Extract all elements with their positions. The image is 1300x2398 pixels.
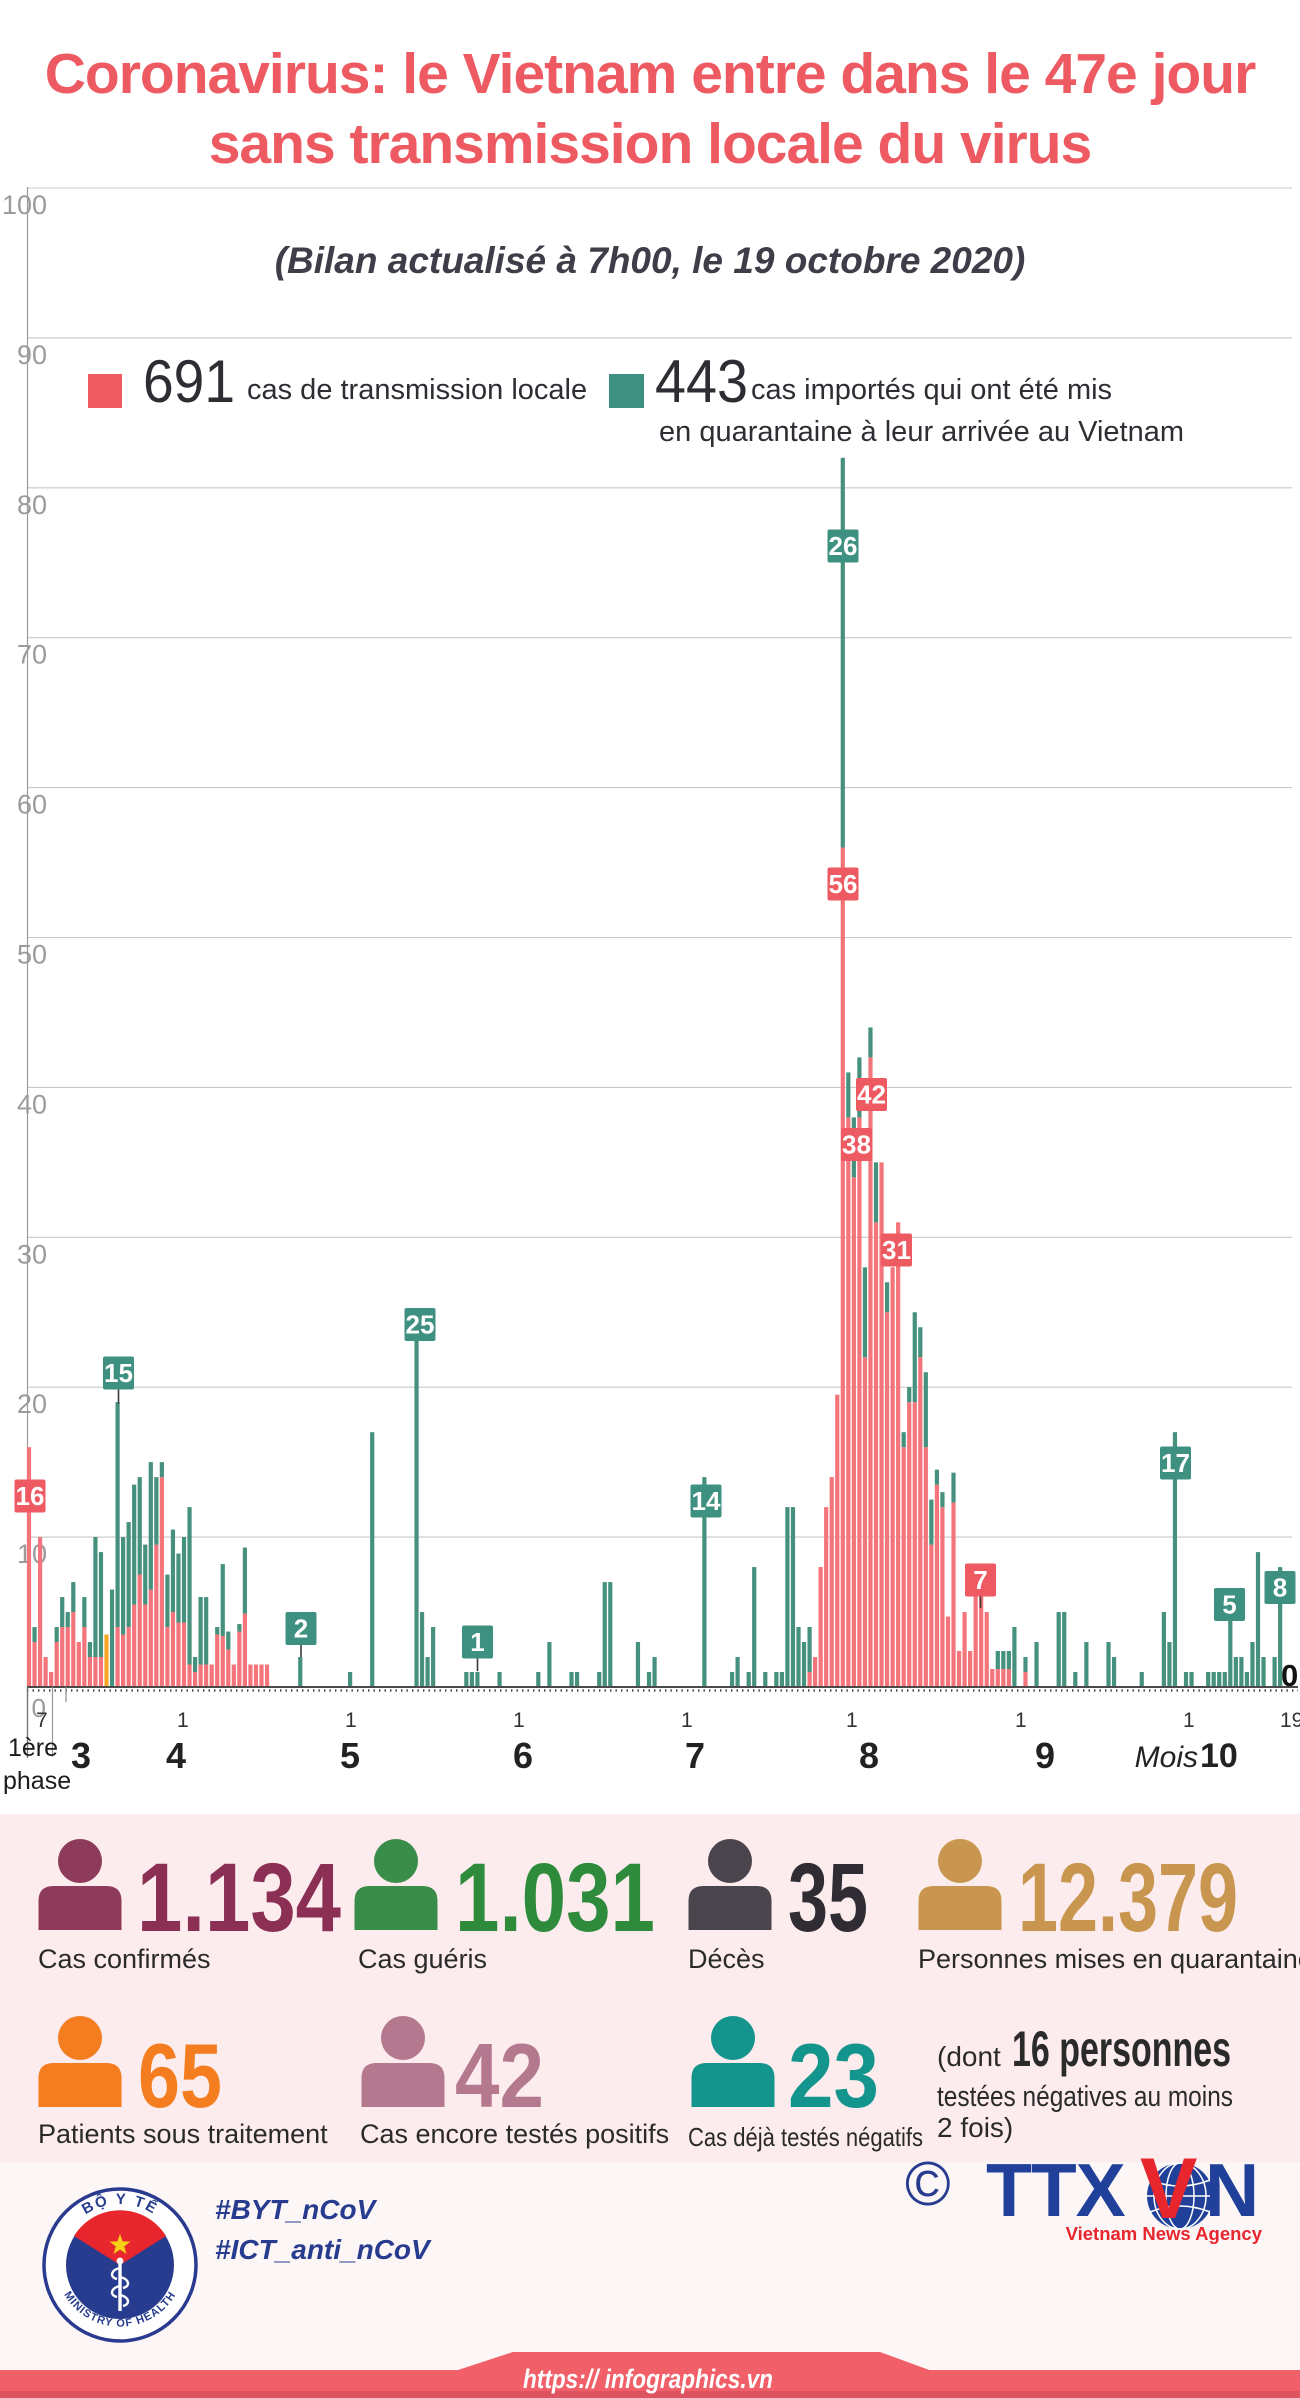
svg-text:cas importés qui ont été mis: cas importés qui ont été mis bbox=[751, 374, 1112, 406]
svg-text:35: 35 bbox=[788, 1843, 868, 1952]
svg-text:50: 50 bbox=[17, 940, 47, 970]
svg-text:7: 7 bbox=[36, 1709, 48, 1732]
svg-text:10: 10 bbox=[17, 1539, 47, 1569]
svg-text:80: 80 bbox=[17, 490, 47, 520]
svg-text:16 personnes: 16 personnes bbox=[1012, 2021, 1231, 2077]
svg-text:8: 8 bbox=[1273, 1573, 1287, 1603]
svg-text:31: 31 bbox=[882, 1235, 911, 1265]
svg-text:1ère: 1ère bbox=[8, 1734, 58, 1762]
svg-text:7: 7 bbox=[973, 1565, 987, 1595]
svg-text:(dont: (dont bbox=[937, 2041, 1001, 2072]
svg-text:(Bilan actualisé à 7h00, le 19: (Bilan actualisé à 7h00, le 19 octobre 2… bbox=[275, 240, 1026, 281]
svg-text:443: 443 bbox=[655, 348, 748, 415]
svg-text:1: 1 bbox=[513, 1709, 525, 1732]
svg-text:56: 56 bbox=[829, 869, 858, 899]
svg-text:TTX: TTX bbox=[986, 2148, 1126, 2232]
svg-text:17: 17 bbox=[1161, 1448, 1190, 1478]
svg-text:Cas déjà testés négatifs: Cas déjà testés négatifs bbox=[688, 2122, 923, 2152]
svg-text:6: 6 bbox=[513, 1735, 533, 1776]
svg-text:©: © bbox=[905, 2150, 951, 2219]
svg-text:en quarantaine à leur arrivée: en quarantaine à leur arrivée au Vietnam bbox=[659, 416, 1184, 448]
svg-text:1: 1 bbox=[681, 1709, 693, 1732]
svg-text:65: 65 bbox=[138, 2026, 222, 2127]
svg-text:42: 42 bbox=[857, 1080, 886, 1110]
svg-text:Cas guéris: Cas guéris bbox=[358, 1944, 487, 1974]
svg-text:Patients sous traitement: Patients sous traitement bbox=[38, 2119, 328, 2149]
svg-text:1: 1 bbox=[345, 1709, 357, 1732]
svg-text:Cas encore testés positifs: Cas encore testés positifs bbox=[360, 2119, 669, 2149]
svg-text:1: 1 bbox=[177, 1709, 189, 1732]
svg-text:691: 691 bbox=[143, 348, 235, 415]
svg-text:1: 1 bbox=[470, 1627, 484, 1657]
svg-text:14: 14 bbox=[692, 1486, 721, 1516]
svg-text:26: 26 bbox=[829, 531, 858, 561]
svg-text:5: 5 bbox=[340, 1735, 360, 1776]
svg-text:phase: phase bbox=[3, 1767, 71, 1795]
svg-text:1: 1 bbox=[1015, 1709, 1027, 1732]
svg-text:#ICT_anti_nCoV: #ICT_anti_nCoV bbox=[215, 2234, 432, 2265]
svg-text:9: 9 bbox=[1035, 1735, 1055, 1776]
svg-text:8: 8 bbox=[859, 1735, 879, 1776]
svg-text:0: 0 bbox=[32, 1693, 46, 1723]
svg-text:Décès: Décès bbox=[688, 1944, 765, 1974]
svg-text:sans transmission locale du vi: sans transmission locale du virus bbox=[209, 112, 1092, 176]
svg-text:30: 30 bbox=[17, 1239, 47, 1269]
svg-text:42: 42 bbox=[455, 2026, 544, 2127]
svg-text:100: 100 bbox=[2, 190, 47, 220]
svg-text:1.031: 1.031 bbox=[455, 1843, 655, 1952]
svg-text:https:// infographics.vn: https:// infographics.vn bbox=[523, 2364, 773, 2394]
svg-text:70: 70 bbox=[17, 640, 47, 670]
svg-text:25: 25 bbox=[406, 1310, 435, 1340]
svg-text:3: 3 bbox=[71, 1735, 91, 1776]
svg-text:1: 1 bbox=[846, 1709, 858, 1732]
svg-text:16: 16 bbox=[16, 1481, 45, 1511]
svg-text:38: 38 bbox=[842, 1130, 871, 1160]
svg-text:cas de transmission locale: cas de transmission locale bbox=[247, 374, 587, 406]
svg-text:0: 0 bbox=[1281, 1658, 1298, 1693]
svg-text:V: V bbox=[1140, 2141, 1197, 2237]
svg-text:90: 90 bbox=[17, 340, 47, 370]
svg-text:Vietnam News Agency: Vietnam News Agency bbox=[1066, 2223, 1263, 2244]
svg-text:testées négatives au moins: testées négatives au moins bbox=[937, 2081, 1233, 2113]
svg-text:7: 7 bbox=[685, 1735, 705, 1776]
svg-text:10: 10 bbox=[1200, 1737, 1238, 1775]
svg-text:19: 19 bbox=[1280, 1709, 1300, 1732]
svg-text:#BYT_nCoV: #BYT_nCoV bbox=[215, 2194, 378, 2225]
svg-text:12.379: 12.379 bbox=[1018, 1843, 1238, 1952]
svg-text:Personnes mises en quarantaine: Personnes mises en quarantaine bbox=[918, 1944, 1300, 1974]
svg-text:2: 2 bbox=[294, 1614, 308, 1644]
svg-text:40: 40 bbox=[17, 1089, 47, 1119]
svg-text:4: 4 bbox=[166, 1735, 186, 1776]
svg-text:Cas confirmés: Cas confirmés bbox=[38, 1944, 211, 1974]
svg-text:5: 5 bbox=[1222, 1590, 1236, 1620]
svg-text:1.134: 1.134 bbox=[137, 1843, 341, 1952]
svg-text:15: 15 bbox=[104, 1358, 133, 1388]
svg-text:23: 23 bbox=[788, 2026, 879, 2127]
svg-text:Mois: Mois bbox=[1135, 1741, 1198, 1774]
svg-text:1: 1 bbox=[1183, 1709, 1195, 1732]
svg-text:20: 20 bbox=[17, 1389, 47, 1419]
svg-text:Coronavirus: le Vietnam entre: Coronavirus: le Vietnam entre dans le 47… bbox=[45, 42, 1256, 106]
svg-text:2 fois): 2 fois) bbox=[937, 2112, 1013, 2143]
svg-text:60: 60 bbox=[17, 790, 47, 820]
svg-text:N: N bbox=[1205, 2148, 1259, 2232]
